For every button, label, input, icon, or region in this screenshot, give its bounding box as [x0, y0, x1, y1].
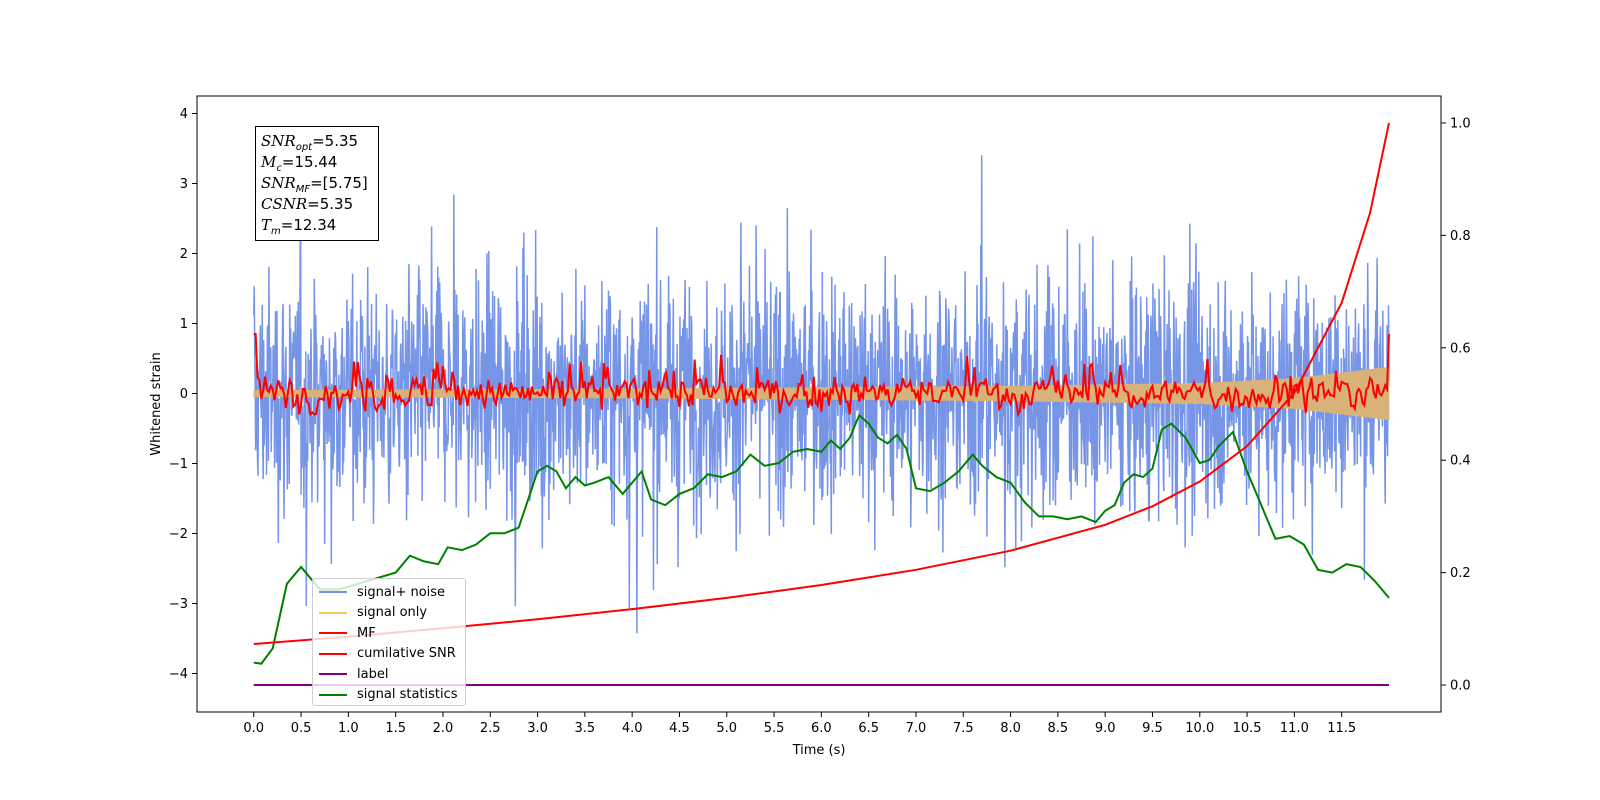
- tm-row: Tm=12.34: [261, 216, 337, 237]
- legend-item-label: label: [319, 664, 465, 685]
- legend-item-cumulative-snr: cumilative SNR: [319, 644, 465, 665]
- legend-item-signal-statistics: signal statistics: [319, 685, 465, 706]
- y-tick-label: 2: [180, 247, 188, 262]
- legend-swatch: [319, 693, 347, 696]
- x-tick-label: 11.0: [1280, 721, 1309, 736]
- csnr-value: =5.35: [307, 195, 354, 213]
- y2-tick-label: 0.0: [1450, 679, 1471, 694]
- y-tick-label: 1: [180, 317, 188, 332]
- x-tick-label: 11.5: [1327, 721, 1356, 736]
- csnr-row: CSNR=5.35: [261, 195, 354, 213]
- y-tick-label: 4: [180, 107, 188, 122]
- series-cumulative-snr: [253, 122, 1390, 645]
- x-tick-label: 8.5: [1048, 721, 1069, 736]
- y-tick-label: −3: [169, 597, 188, 612]
- x-axis-label: Time (s): [792, 743, 846, 758]
- legend: signal+ noise signal only MF cumilative …: [312, 578, 466, 706]
- y2-tick-label: 0.8: [1450, 229, 1471, 244]
- x-tick-label: 10.0: [1185, 721, 1214, 736]
- x-tick-label: 8.0: [1000, 721, 1021, 736]
- legend-item-signal-noise: signal+ noise: [319, 582, 465, 603]
- x-tick-label: 0.0: [243, 721, 264, 736]
- y-axis-label: Whitened strain: [149, 352, 164, 455]
- legend-swatch: [319, 673, 347, 676]
- x-tick-label: 3.0: [527, 721, 548, 736]
- x-tick-label: 7.5: [953, 721, 974, 736]
- x-tick-label: 4.0: [622, 721, 643, 736]
- x-tick-label: 3.5: [575, 721, 596, 736]
- snr-mf-value: =[5.75]: [310, 174, 368, 192]
- snr-opt-value: =5.35: [312, 132, 359, 150]
- series-signal-statistics: [253, 413, 1390, 665]
- y-tick-label: 0: [180, 387, 188, 402]
- x-tick-label: 5.5: [764, 721, 785, 736]
- x-tick-label: 4.5: [669, 721, 690, 736]
- legend-swatch: [319, 591, 347, 594]
- legend-swatch: [319, 611, 347, 614]
- x-tick-label: 7.0: [906, 721, 927, 736]
- stats-annotation-box: SNRopt=5.35 Mc=15.44 SNRMF=[5.75] CSNR=5…: [255, 126, 379, 241]
- x-tick-label: 9.5: [1142, 721, 1163, 736]
- series-signal-only: [253, 366, 1390, 421]
- legend-label: MF: [357, 625, 376, 641]
- x-tick-label: 6.5: [858, 721, 879, 736]
- x-tick-label: 9.0: [1095, 721, 1116, 736]
- series-mf: [253, 333, 1390, 418]
- tm-value: =12.34: [280, 216, 337, 234]
- y-tick-label: −1: [169, 457, 188, 472]
- plot-frame: [196, 95, 1442, 713]
- x-tick-label: 1.0: [338, 721, 359, 736]
- legend-label: cumilative SNR: [357, 646, 456, 662]
- y2-tick-label: 0.4: [1450, 454, 1471, 469]
- legend-swatch: [319, 632, 347, 635]
- snr-opt-row: SNRopt=5.35: [261, 132, 359, 153]
- legend-label: label: [357, 666, 389, 682]
- snr-mf-row: SNRMF=[5.75]: [261, 174, 368, 195]
- x-tick-label: 1.5: [385, 721, 406, 736]
- x-tick-label: 2.5: [480, 721, 501, 736]
- ticks-layer: 0.0 0.5 1.0 1.5 2.0 2.5 3.0 3.5 4.0 4.5 5.0 5.5 6.0 6…: [169, 107, 1471, 736]
- legend-swatch: [319, 652, 347, 655]
- x-tick-label: 6.0: [811, 721, 832, 736]
- mc-row: Mc=15.44: [261, 153, 338, 174]
- y-tick-label: 3: [180, 177, 188, 192]
- legend-label: signal statistics: [357, 687, 458, 703]
- x-tick-label: 5.0: [716, 721, 737, 736]
- legend-label: signal+ noise: [357, 584, 446, 600]
- legend-item-mf: MF: [319, 623, 465, 644]
- x-tick-label: 0.5: [291, 721, 312, 736]
- x-tick-label: 2.0: [433, 721, 454, 736]
- y-tick-label: −4: [169, 667, 188, 682]
- legend-item-signal-only: signal only: [319, 603, 465, 624]
- y2-tick-label: 0.6: [1450, 341, 1471, 356]
- x-tick-label: 10.5: [1233, 721, 1262, 736]
- mc-value: =15.44: [281, 153, 338, 171]
- y2-tick-label: 1.0: [1450, 116, 1471, 131]
- y2-tick-label: 0.2: [1450, 566, 1471, 581]
- legend-label: signal only: [357, 605, 428, 621]
- y-tick-label: −2: [169, 527, 188, 542]
